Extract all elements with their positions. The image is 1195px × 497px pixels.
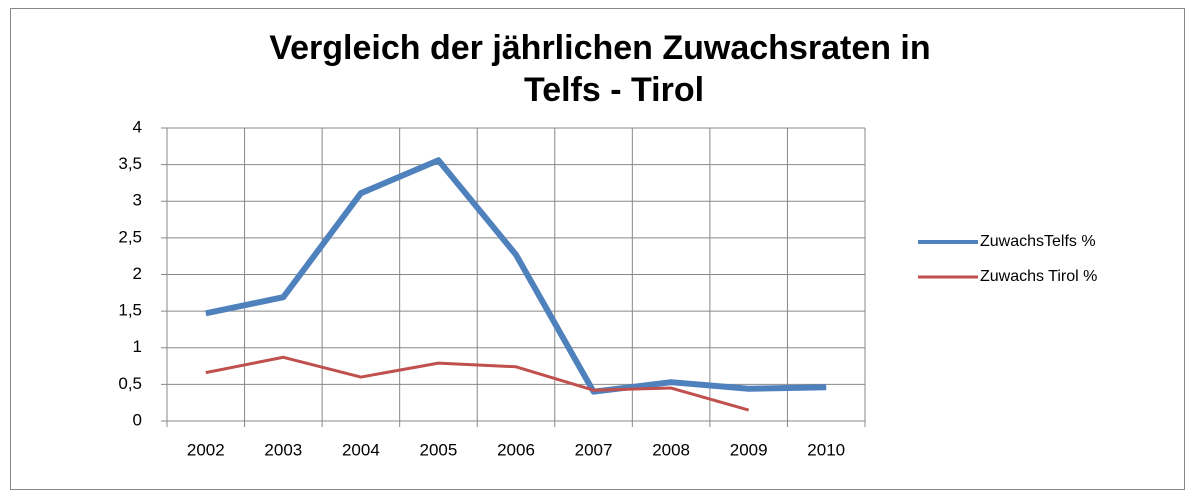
chart-frame: [10, 8, 1185, 490]
chart-title: Vergleich der jährlichen Zuwachsraten in: [269, 29, 930, 67]
legend-label: Zuwachs Tirol %: [980, 268, 1097, 285]
x-tick-label: 2002: [187, 440, 225, 459]
x-tick-label: 2010: [807, 440, 845, 459]
y-tick-label: 2,5: [118, 227, 142, 246]
x-tick-label: 2005: [420, 440, 458, 459]
x-tick-label: 2003: [264, 440, 302, 459]
legend-label: ZuwachsTelfs %: [980, 233, 1096, 250]
y-tick-label: 1,5: [118, 301, 142, 320]
series-line: [205, 355, 750, 412]
y-tick-label: 0: [133, 410, 142, 429]
y-tick-label: 2: [133, 264, 142, 283]
x-tick-label: 2008: [652, 440, 690, 459]
x-tick-label: 2009: [730, 440, 768, 459]
y-tick-label: 1: [133, 337, 142, 356]
chart-title: Telfs - Tirol: [524, 71, 704, 109]
y-tick-label: 3: [133, 191, 142, 210]
x-tick-label: 2007: [575, 440, 613, 459]
y-tick-label: 4: [133, 117, 142, 136]
x-tick-label: 2004: [342, 440, 380, 459]
series-line: [205, 157, 827, 395]
y-tick-label: 0,5: [118, 374, 142, 393]
y-tick-label: 3,5: [118, 154, 142, 173]
x-tick-label: 2006: [497, 440, 535, 459]
